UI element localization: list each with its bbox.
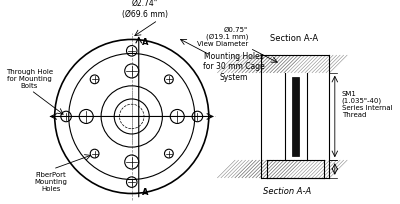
Text: A: A — [142, 38, 149, 47]
Text: Through Hole
for Mounting
Bolts: Through Hole for Mounting Bolts — [6, 69, 53, 89]
Text: Section A-A: Section A-A — [263, 186, 311, 195]
Text: Ø0.75"
(Ø19.1 mm)
View Diameter: Ø0.75" (Ø19.1 mm) View Diameter — [197, 27, 248, 47]
Text: Mounting Holes
for 30 mm Cage
System: Mounting Holes for 30 mm Cage System — [203, 52, 265, 81]
Text: Ø2.74"
(Ø69.6 mm): Ø2.74" (Ø69.6 mm) — [122, 0, 168, 19]
Text: A: A — [142, 187, 149, 196]
Bar — [292, 78, 299, 156]
Text: Section A-A: Section A-A — [270, 34, 318, 43]
Text: SM1
(1.035"-40)
Series Internal
Thread: SM1 (1.035"-40) Series Internal Thread — [342, 90, 392, 118]
Text: FiberPort
Mounting
Holes: FiberPort Mounting Holes — [35, 171, 68, 191]
